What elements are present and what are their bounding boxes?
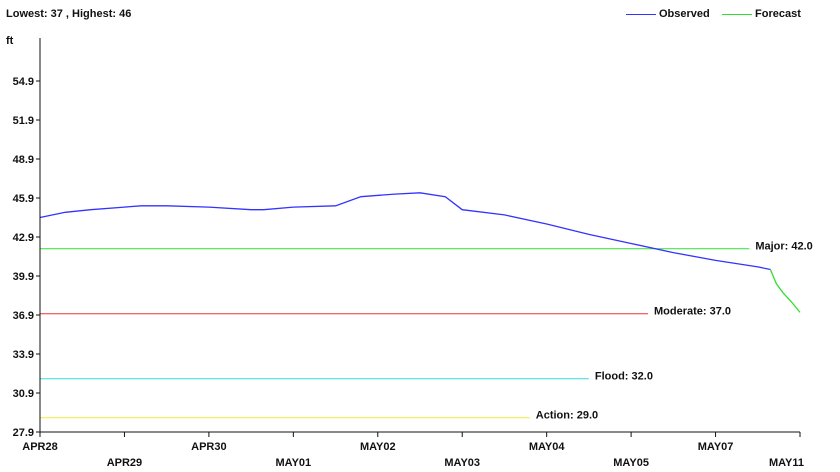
threshold-label-major: Major: 42.0 xyxy=(755,241,812,253)
x-tick-label: MAY11 xyxy=(769,457,804,469)
y-tick-label: 27.9 xyxy=(13,427,34,439)
legend-observed: Observed xyxy=(626,8,710,20)
summary-text: Lowest: 37 , Highest: 46 xyxy=(6,8,132,20)
legend-swatch-forecast xyxy=(722,13,752,15)
y-tick-label: 48.9 xyxy=(13,154,34,166)
x-tick-label: MAY04 xyxy=(529,441,566,453)
y-tick-label: 39.9 xyxy=(13,271,34,283)
x-tick-label: APR28 xyxy=(22,441,57,453)
y-axis-unit-label: ft xyxy=(6,35,14,47)
threshold-label-action: Action: 29.0 xyxy=(536,410,598,422)
legend-label-observed: Observed xyxy=(659,8,710,20)
legend-label-forecast: Forecast xyxy=(755,8,801,20)
y-tick-label: 30.9 xyxy=(13,388,34,400)
x-tick-label: APR29 xyxy=(107,457,142,469)
series-line-forecast xyxy=(769,269,801,313)
y-tick-label: 42.9 xyxy=(13,232,34,244)
y-tick-label: 36.9 xyxy=(13,310,34,322)
y-tick-label: 54.9 xyxy=(13,76,34,88)
x-tick-label: MAY07 xyxy=(698,441,734,453)
series-line-observed xyxy=(39,192,771,271)
threshold-lines: Major: 42.0 Moderate: 37.0 Flood: 32.0 Acti… xyxy=(40,241,813,422)
axes: APR28 APR30 MAY02 MAY04 MAY07 APR29 MAY01 MAY03… xyxy=(22,38,804,469)
y-tick-label: 45.9 xyxy=(13,193,34,205)
x-tick-label: MAY05 xyxy=(613,457,649,469)
threshold-label-moderate: Moderate: 37.0 xyxy=(654,306,731,318)
series-lines xyxy=(39,192,801,313)
x-tick-label: MAY01 xyxy=(275,457,311,469)
threshold-label-flood: Flood: 32.0 xyxy=(595,371,653,383)
legend-forecast: Forecast xyxy=(722,8,801,20)
x-tick-label: APR30 xyxy=(191,441,226,453)
legend-swatch-observed xyxy=(626,13,656,15)
y-tick-label: 33.9 xyxy=(13,349,34,361)
y-tick-label: 51.9 xyxy=(13,115,34,127)
y-axis-ticks: 27.9 30.9 33.9 36.9 39.9 42.9 45.9 48.9 51.9 54.9 xyxy=(13,76,40,439)
x-tick-label: MAY02 xyxy=(360,441,396,453)
x-tick-label: MAY03 xyxy=(444,457,480,469)
